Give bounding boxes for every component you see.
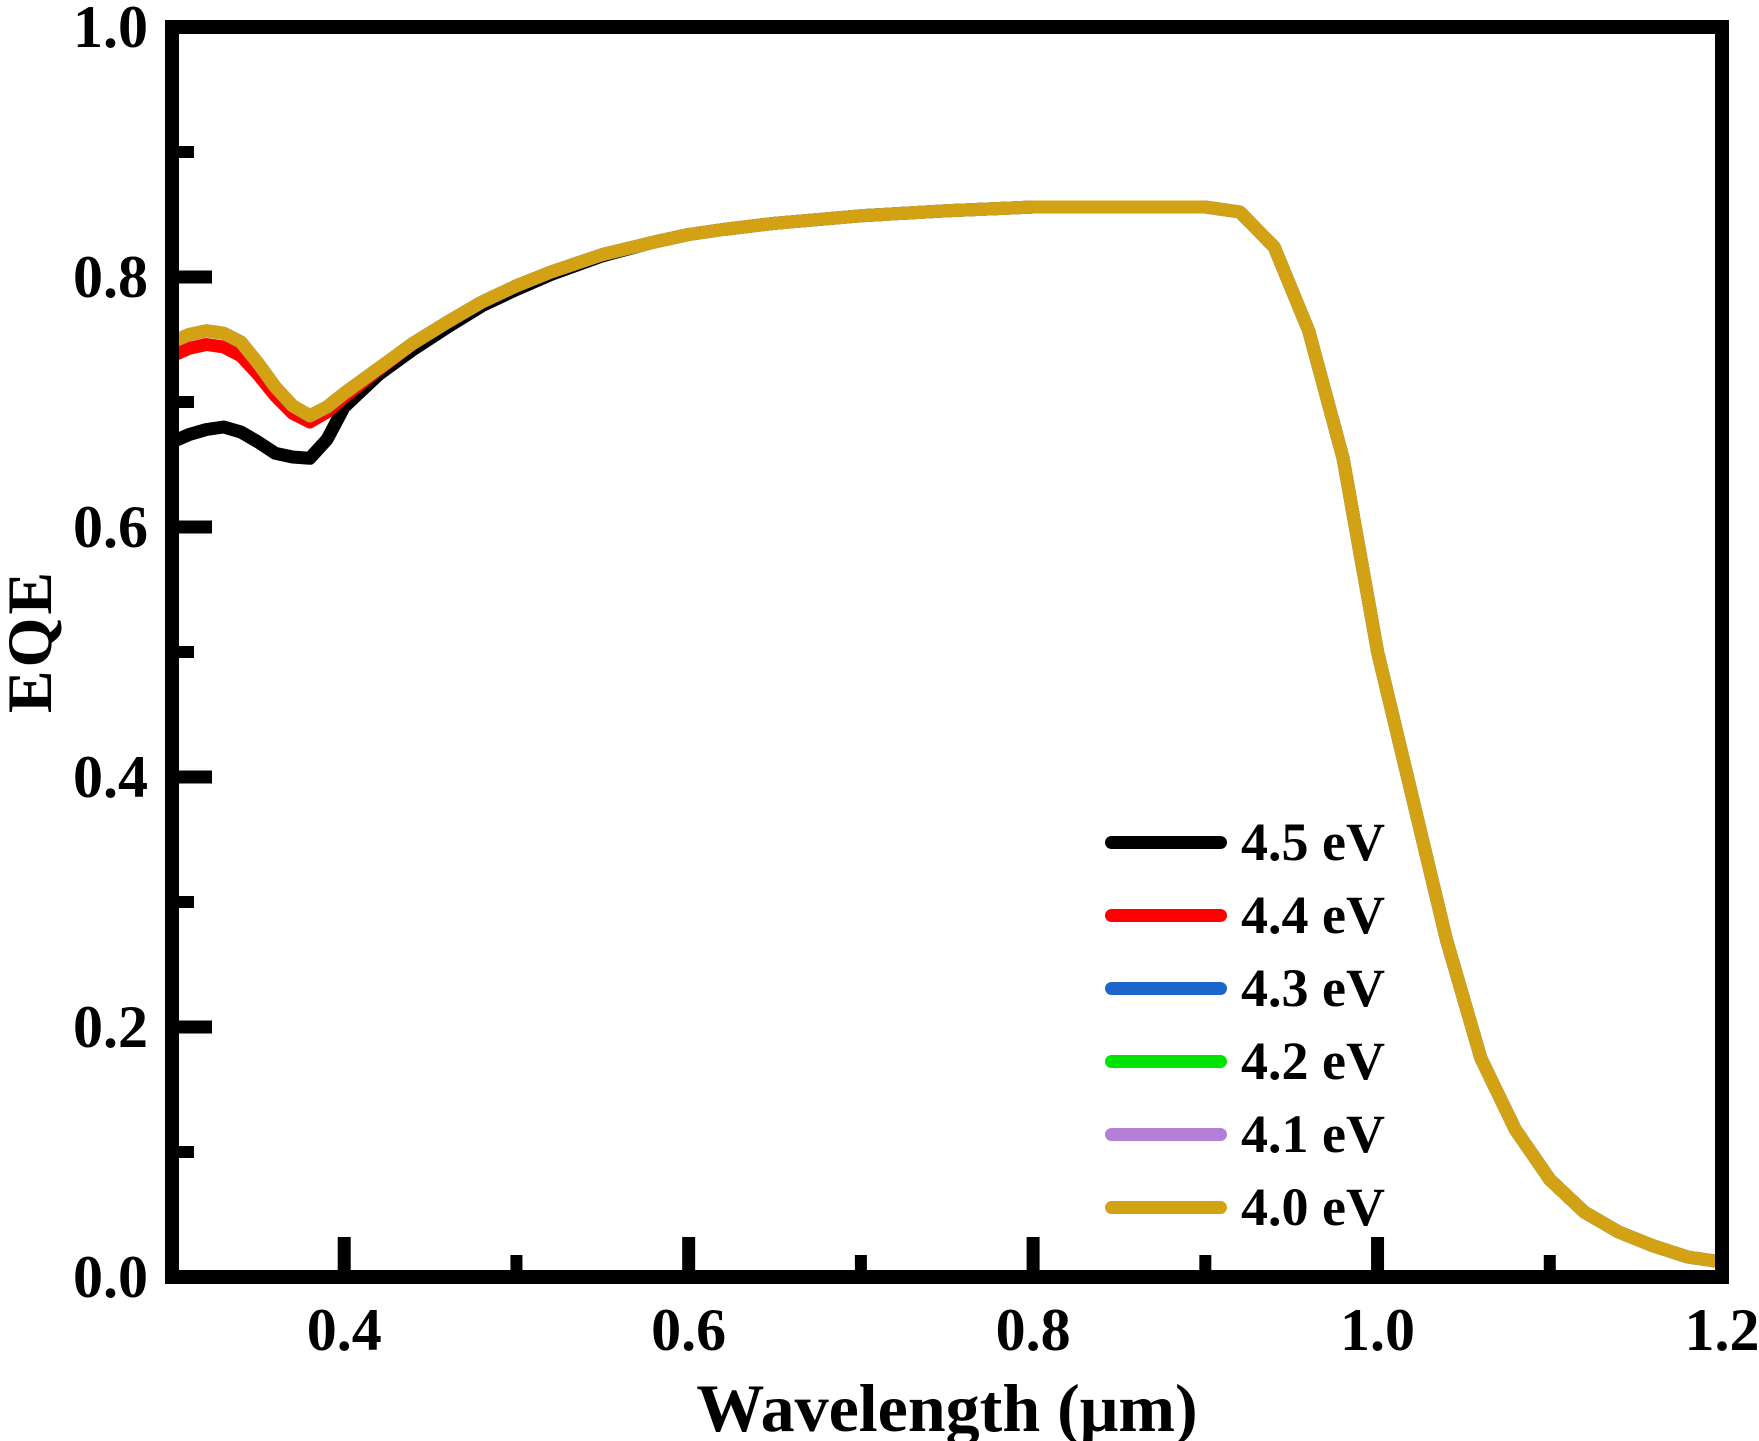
legend: 4.5 eV 4.4 eV 4.3 eV 4.2 eV 4.1 eV 4.0 eV (1105, 806, 1385, 1244)
legend-entry-4-0-eV: 4.0 eV (1105, 1171, 1385, 1244)
y-tick-label: 0.2 (73, 994, 148, 1060)
y-tick-label: 0.4 (73, 744, 148, 810)
y-tick-label: 0.8 (73, 244, 148, 310)
legend-line-swatch (1105, 1201, 1227, 1214)
legend-label: 4.0 eV (1241, 1177, 1385, 1237)
y-tick-label: 0.6 (73, 494, 148, 560)
legend-entry-4-3-eV: 4.3 eV (1105, 952, 1385, 1025)
legend-label: 4.3 eV (1241, 958, 1385, 1018)
legend-entry-4-4-eV: 4.4 eV (1105, 879, 1385, 952)
y-tick-label: 1.0 (73, 0, 148, 60)
x-tick-label: 0.4 (306, 1297, 382, 1363)
legend-entry-4-2-eV: 4.2 eV (1105, 1025, 1385, 1098)
legend-label: 4.2 eV (1241, 1031, 1385, 1091)
plot-frame (165, 20, 1729, 1284)
series-line-4-1-eV (169, 200, 1723, 1269)
series-line-4-5-eV (169, 200, 1723, 1269)
x-axis-title: Wavelength (μm) (696, 1370, 1198, 1441)
legend-label: 4.4 eV (1241, 885, 1385, 945)
legend-line-swatch (1105, 909, 1227, 922)
series-line-4-4-eV (169, 200, 1723, 1269)
legend-line-swatch (1105, 982, 1227, 995)
legend-line-swatch (1105, 1128, 1227, 1141)
y-tick-label: 0.0 (73, 1244, 148, 1310)
legend-line-swatch (1105, 836, 1227, 849)
x-tick-label: 0.6 (651, 1297, 727, 1363)
legend-entry-4-1-eV: 4.1 eV (1105, 1098, 1385, 1171)
series-line-4-2-eV (169, 200, 1723, 1269)
series-line-4-0-eV (169, 200, 1723, 1269)
x-tick-label: 0.8 (995, 1297, 1071, 1363)
legend-label: 4.1 eV (1241, 1104, 1385, 1164)
series-line-4-3-eV (169, 200, 1723, 1269)
legend-label: 4.5 eV (1241, 812, 1385, 872)
x-tick-label: 1.0 (1340, 1297, 1416, 1363)
legend-line-swatch (1105, 1055, 1227, 1068)
x-tick-label: 1.2 (1684, 1297, 1759, 1363)
legend-entry-4-5-eV: 4.5 eV (1105, 806, 1385, 879)
